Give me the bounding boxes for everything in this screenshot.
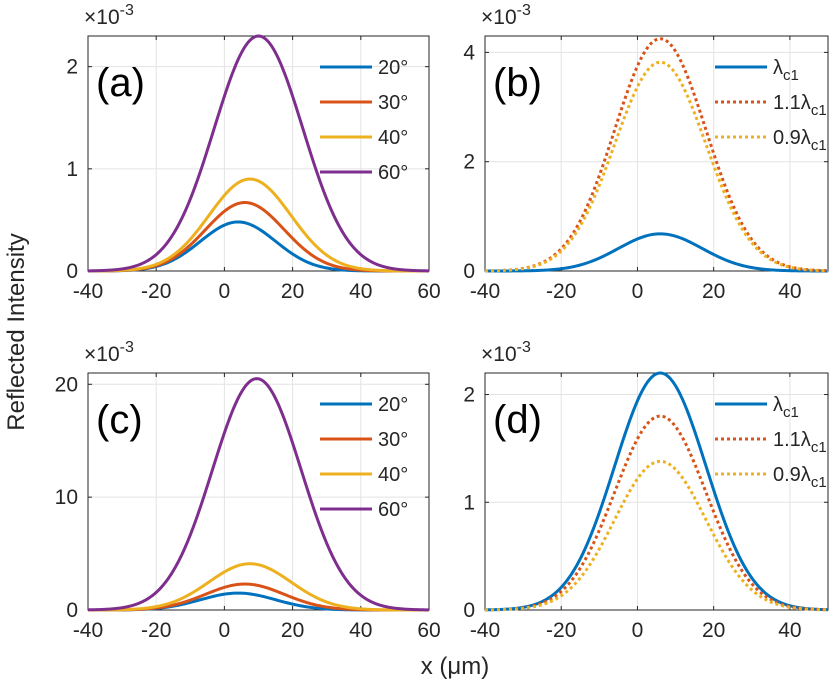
y-tick-label: 20 — [55, 373, 78, 396]
x-tick-label: -40 — [470, 280, 500, 303]
legend-entry: 30° — [378, 429, 408, 451]
series-line-60 — [87, 377, 430, 612]
panel-a: -40 -20 0 20 40 60 0 1 2 ×10-3 (a) 20° 30° 40° 60° — [66, 2, 440, 303]
y-tick-label: 4 — [463, 41, 475, 64]
legend-entry: 40° — [378, 464, 408, 486]
axis-multiplier: ×10-3 — [481, 339, 531, 366]
x-tick-label: 40 — [778, 619, 801, 642]
axis-multiplier: ×10-3 — [481, 2, 531, 29]
legend-entry: λc1 — [773, 57, 799, 84]
legend-entry: λc1 — [773, 394, 799, 421]
legend-entry: 60° — [378, 499, 408, 521]
panel-label: (a) — [96, 61, 145, 105]
x-tick-label: 40 — [349, 619, 372, 642]
y-axis-label: Reflected Intensity — [3, 233, 30, 430]
legend-entry: 1.1λc1 — [773, 92, 827, 119]
series-line-30 — [87, 582, 430, 612]
x-tick-label: -40 — [73, 619, 103, 642]
y-tick-label: 10 — [55, 486, 78, 509]
y-tick-label: 0 — [463, 260, 475, 283]
panel-d: -40 -20 0 20 40 0 1 2 ×10-3 (d) λc1 1.1λc1 0.9λc1 — [463, 339, 829, 642]
x-tick-label: 0 — [219, 619, 231, 642]
series-line-0.9 — [484, 60, 829, 273]
series-line- — [484, 232, 829, 273]
legend-entry: 0.9λc1 — [773, 127, 827, 154]
x-tick-label: 40 — [778, 280, 801, 303]
legend-entry: 60° — [378, 162, 408, 184]
series-line-30 — [87, 201, 430, 273]
x-tick-label: 20 — [702, 280, 725, 303]
x-tick-label: -40 — [73, 280, 103, 303]
x-tick-label: 20 — [281, 280, 304, 303]
y-tick-label: 1 — [66, 158, 78, 181]
legend-entry: 30° — [378, 92, 408, 114]
series-line- — [484, 371, 829, 612]
x-tick-label: -20 — [546, 280, 576, 303]
legend-entry: 1.1λc1 — [773, 429, 827, 456]
x-tick-label: -20 — [141, 619, 171, 642]
panel-b: -40 -20 0 20 40 0 2 4 ×10-3 (b) λc1 1.1λc1 0.9λc1 — [463, 2, 829, 303]
axis-multiplier: ×10-3 — [84, 339, 134, 366]
legend-entry: 0.9λc1 — [773, 464, 827, 491]
x-tick-label: 0 — [219, 280, 231, 303]
y-tick-label: 2 — [463, 384, 475, 407]
y-tick-label: 2 — [463, 151, 475, 174]
panel-label: (b) — [493, 61, 542, 105]
series-line-1.1 — [484, 414, 829, 612]
y-tick-label: 0 — [66, 260, 78, 283]
series-line-0.9 — [484, 459, 829, 612]
x-tick-label: -20 — [141, 280, 171, 303]
series-line-60 — [87, 34, 430, 273]
x-tick-label: 60 — [417, 619, 440, 642]
y-tick-label: 0 — [66, 599, 78, 622]
x-tick-label: 0 — [632, 619, 644, 642]
x-tick-label: 0 — [632, 280, 644, 303]
panel-label: (d) — [493, 398, 542, 442]
panel-label: (c) — [96, 398, 143, 442]
axes-box — [87, 372, 430, 611]
legend-entry: 20° — [378, 57, 408, 79]
x-tick-label: 20 — [281, 619, 304, 642]
x-tick-label: 40 — [349, 280, 372, 303]
y-tick-label: 1 — [463, 491, 475, 514]
panel-c: -40 -20 0 20 40 60 0 10 20 ×10-3 (c) 20° 30° 40° 60° — [55, 339, 441, 642]
y-tick-label: 2 — [66, 56, 78, 79]
x-axis-label: x (μm) — [421, 653, 489, 680]
axis-multiplier: ×10-3 — [84, 2, 134, 29]
legend-entry: 20° — [378, 394, 408, 416]
series-line-40 — [87, 177, 430, 273]
legend-entry: 40° — [378, 127, 408, 149]
series-line-40 — [87, 562, 430, 612]
x-tick-label: 60 — [417, 280, 440, 303]
x-tick-label: -40 — [470, 619, 500, 642]
y-tick-label: 0 — [463, 599, 475, 622]
series-line-1.1 — [484, 37, 829, 273]
x-tick-label: 20 — [702, 619, 725, 642]
x-tick-label: -20 — [546, 619, 576, 642]
axes-box — [484, 35, 829, 272]
